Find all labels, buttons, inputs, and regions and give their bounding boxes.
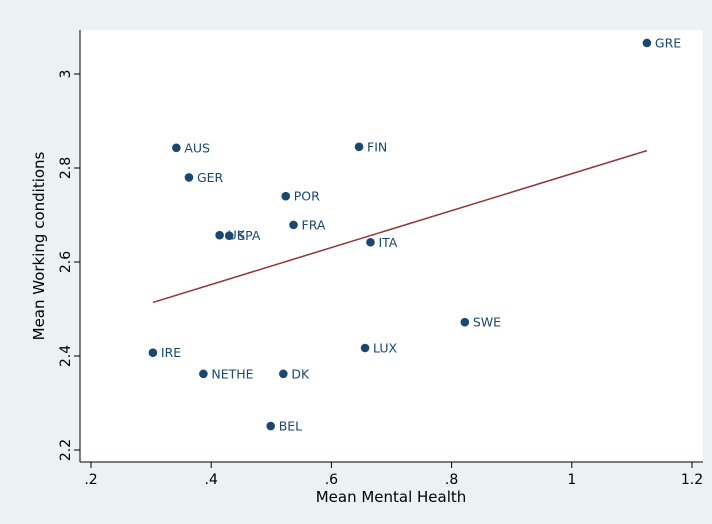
data-point-label: BEL <box>279 419 302 434</box>
x-tick-label: .2 <box>84 472 97 488</box>
data-point <box>266 421 275 431</box>
data-point-label: FRA <box>302 217 326 232</box>
data-point <box>460 317 470 327</box>
data-point-label: SWE <box>473 315 501 330</box>
data-point <box>360 343 370 353</box>
data-point <box>642 38 652 48</box>
x-axis-title: Mean Mental Health <box>316 488 467 506</box>
data-point <box>184 173 194 182</box>
data-point-label: DK <box>291 366 310 381</box>
y-axis-title: Mean Working conditions <box>30 151 48 340</box>
data-point-label: GRE <box>655 35 681 50</box>
data-point-label: GER <box>197 170 224 185</box>
data-point <box>281 191 291 201</box>
fit-line <box>152 149 648 304</box>
data-point-label: FIN <box>367 139 387 154</box>
data-point <box>199 369 208 379</box>
y-tick-label: 2.4 <box>58 345 74 367</box>
y-axis: 2.2 2.4 2.6 2.8 3 <box>58 30 81 462</box>
data-point-label: AUS <box>184 140 210 155</box>
x-tick-label: .8 <box>445 472 458 488</box>
data-point-label: IRE <box>161 345 181 360</box>
x-tick-label: .6 <box>325 472 338 488</box>
plot-area <box>80 30 703 462</box>
x-tick-label: 1 <box>567 472 576 488</box>
data-point <box>354 142 364 152</box>
x-tick-label: 1.2 <box>681 472 703 488</box>
data-point <box>148 348 158 358</box>
y-tick-label: 2.8 <box>58 157 74 179</box>
data-point-label: SPA <box>237 228 261 243</box>
x-axis: .2 .4 .6 .8 1 1.2 <box>80 461 703 488</box>
data-point-label: UK <box>228 228 246 243</box>
data-point-label: POR <box>294 189 320 204</box>
data-point-label: ITA <box>378 235 397 250</box>
y-tick-label: 2.6 <box>58 251 74 273</box>
data-point <box>172 143 181 153</box>
y-tick-label: 3 <box>58 70 74 79</box>
data-point-label: NETHE <box>211 366 253 381</box>
data-point <box>289 220 298 230</box>
data-point <box>224 231 234 240</box>
data-point <box>215 230 224 240</box>
data-point-label: LUX <box>373 341 397 356</box>
data-point <box>279 369 288 379</box>
x-tick-label: .4 <box>205 472 218 488</box>
y-tick-label: 2.2 <box>58 439 74 461</box>
data-point <box>366 237 375 247</box>
